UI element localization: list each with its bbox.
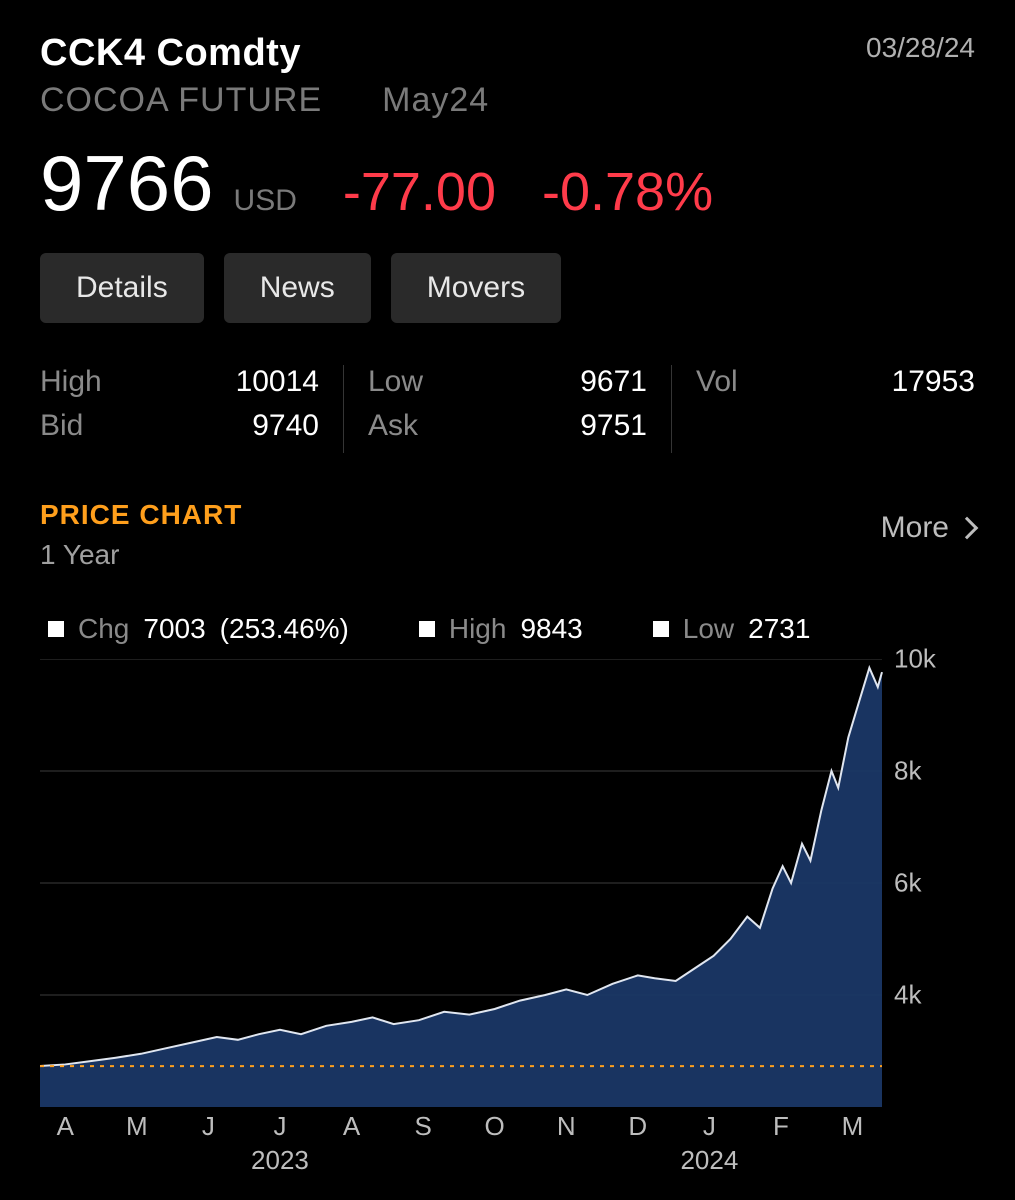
chart-canvas (40, 659, 974, 1107)
legend-box-icon (419, 621, 435, 637)
legend-chg-value: 7003 (143, 613, 205, 645)
price-change-abs: -77.00 (343, 161, 496, 223)
stat-vol-label: Vol (696, 365, 738, 399)
stat-ask-label: Ask (368, 409, 418, 443)
x-axis-tick: J (703, 1111, 716, 1142)
price-change-pct: -0.78% (542, 161, 713, 223)
tab-movers[interactable]: Movers (391, 253, 561, 323)
x-axis-tick: J (202, 1111, 215, 1142)
currency-label: USD (234, 184, 297, 218)
chart-section-title: PRICE CHART (40, 499, 242, 531)
legend-chg-pct: (253.46%) (220, 613, 349, 645)
x-axis-tick: J (273, 1111, 286, 1142)
x-axis-tick: M (126, 1111, 148, 1142)
legend-box-icon (48, 621, 64, 637)
y-axis-tick: 4k (894, 980, 921, 1011)
x-axis-tick: A (343, 1111, 360, 1142)
contract-expiry: May24 (382, 81, 489, 120)
y-axis-tick: 6k (894, 868, 921, 899)
x-axis-tick: M (842, 1111, 864, 1142)
x-axis-tick: N (557, 1111, 576, 1142)
x-axis-tick: S (414, 1111, 431, 1142)
ticker-symbol: CCK4 Comdty (40, 32, 301, 75)
tab-details[interactable]: Details (40, 253, 204, 323)
stats-grid: High 10014 Bid 9740 Low 9671 Ask 9751 Vo… (40, 365, 975, 453)
legend-box-icon (653, 621, 669, 637)
chart-x-axis: A M J J A S O N D J F M 2023 2024 (40, 1111, 882, 1181)
legend-low-value: 2731 (748, 613, 810, 645)
legend-high-label: High (449, 613, 507, 645)
quote-date: 03/28/24 (866, 32, 975, 64)
chart-more-label: More (881, 511, 949, 545)
y-axis-tick: 10k (894, 644, 936, 675)
stat-low-value: 9671 (580, 365, 647, 399)
stat-ask-value: 9751 (580, 409, 647, 443)
chart-range-label: 1 Year (40, 539, 242, 571)
chart-legend: Chg 7003 (253.46%) High 9843 Low 2731 (40, 613, 975, 645)
x-axis-tick: D (628, 1111, 647, 1142)
tab-news[interactable]: News (224, 253, 371, 323)
x-axis-tick: A (57, 1111, 74, 1142)
stat-bid-label: Bid (40, 409, 83, 443)
legend-chg-label: Chg (78, 613, 129, 645)
instrument-name: COCOA FUTURE (40, 81, 322, 120)
x-axis-tick: F (773, 1111, 789, 1142)
stat-vol-value: 17953 (892, 365, 975, 399)
x-axis-year: 2023 (251, 1145, 309, 1176)
price-chart[interactable]: 4k6k8k10k (40, 659, 975, 1107)
stat-low-label: Low (368, 365, 423, 399)
x-axis-year: 2024 (680, 1145, 738, 1176)
stat-bid-value: 9740 (252, 409, 319, 443)
chevron-right-icon (956, 517, 979, 540)
legend-low-label: Low (683, 613, 734, 645)
stat-high-label: High (40, 365, 102, 399)
last-price: 9766 (40, 138, 214, 229)
chart-more-button[interactable]: More (881, 511, 975, 545)
y-axis-tick: 8k (894, 756, 921, 787)
x-axis-tick: O (485, 1111, 505, 1142)
legend-high-value: 9843 (520, 613, 582, 645)
stat-high-value: 10014 (236, 365, 319, 399)
